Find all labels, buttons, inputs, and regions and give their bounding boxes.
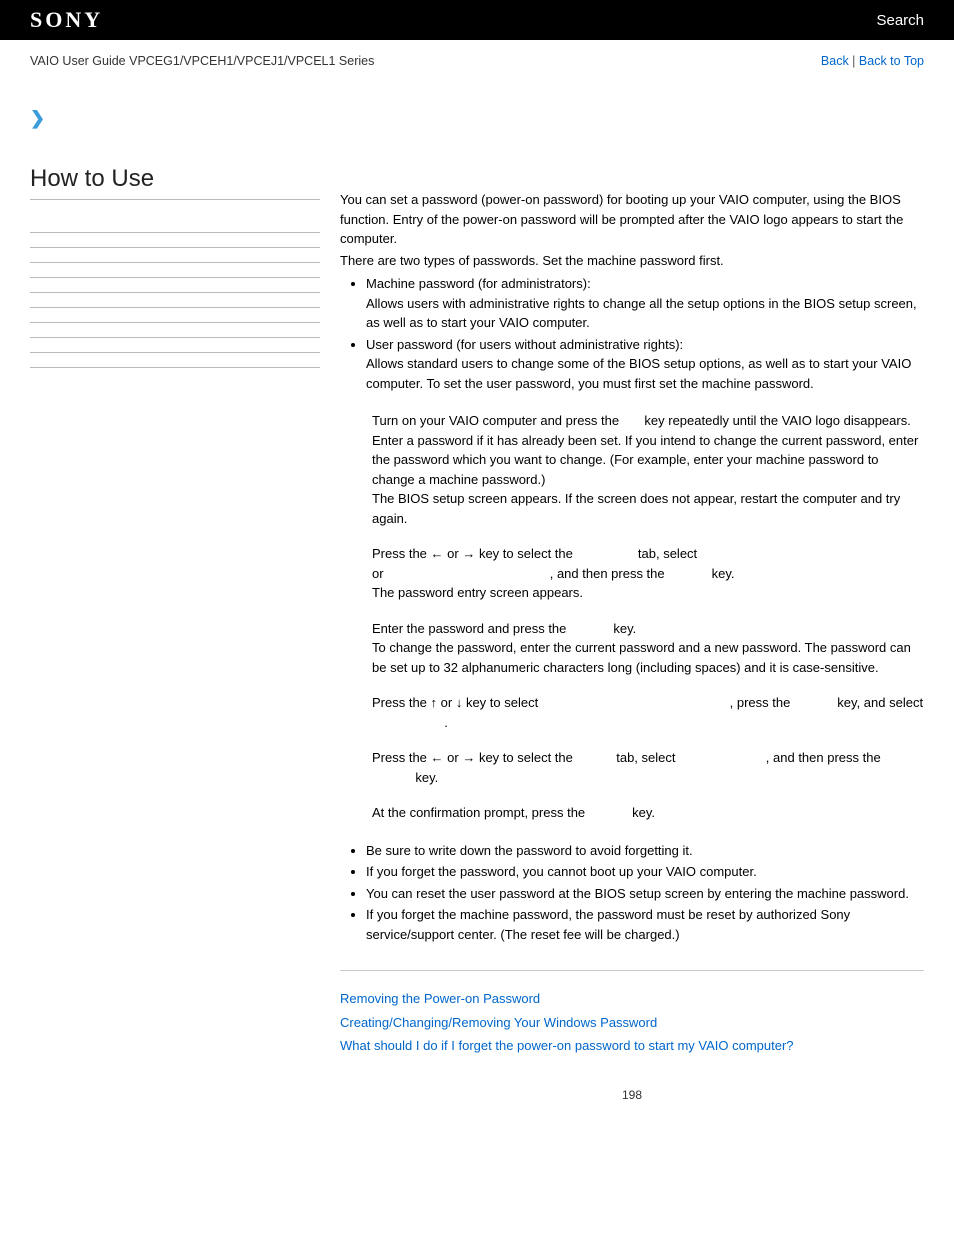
step-item: At the confirmation prompt, press the ke…: [372, 803, 924, 823]
sidebar-separator: [30, 262, 320, 263]
sidebar-separator: [30, 232, 320, 233]
pw-type-title: Machine password (for administrators):: [366, 276, 591, 291]
step-text: .: [444, 715, 448, 730]
related-link[interactable]: Removing the Power-on Password: [340, 989, 924, 1009]
step-text: key.: [629, 805, 656, 820]
list-item: User password (for users without adminis…: [366, 335, 924, 394]
step-text: Press the: [372, 695, 431, 710]
step-text: Enter a password if it has already been …: [372, 433, 918, 487]
step-item: Press the ← or → key to select the tab, …: [372, 748, 924, 787]
list-item: If you forget the password, you cannot b…: [366, 862, 924, 882]
steps-list: Turn on your VAIO computer and press the…: [340, 411, 924, 823]
step-text: or: [437, 695, 456, 710]
step-item: Enter the password and press the key. To…: [372, 619, 924, 678]
arrow-left-icon: ←: [431, 544, 444, 564]
step-text: or: [444, 546, 463, 561]
list-item: Be sure to write down the password to av…: [366, 841, 924, 861]
nav-links: Back | Back to Top: [821, 54, 924, 68]
step-item: Press the ↑ or ↓ key to select , press t…: [372, 693, 924, 732]
step-text: The password entry screen appears.: [372, 585, 583, 600]
step-text: Press the: [372, 750, 431, 765]
sidebar-separator: [30, 352, 320, 353]
chevron-icon: ❯: [30, 108, 45, 129]
step-text: Turn on your VAIO computer and press the: [372, 413, 623, 428]
step-text: , and then press the: [766, 750, 881, 765]
step-text: or: [372, 566, 387, 581]
arrow-left-icon: ←: [431, 748, 444, 768]
list-item: You can reset the user password at the B…: [366, 884, 924, 904]
sub-header: VAIO User Guide VPCEG1/VPCEH1/VPCEJ1/VPC…: [0, 40, 954, 78]
sidebar-separator: [30, 322, 320, 323]
step-text: key.: [412, 770, 439, 785]
sony-logo: SONY: [30, 7, 103, 33]
step-item: Turn on your VAIO computer and press the…: [372, 411, 924, 528]
step-text: key to select the: [475, 750, 576, 765]
sidebar-separator: [30, 337, 320, 338]
sidebar: ❯ How to Use: [30, 108, 340, 1104]
step-text: key repeatedly until the VAIO logo disap…: [641, 413, 911, 428]
nav-separator: |: [849, 54, 859, 68]
top-bar: SONY Search: [0, 0, 954, 40]
step-text: Enter the password and press the: [372, 621, 570, 636]
sidebar-separator: [30, 247, 320, 248]
intro-paragraph: There are two types of passwords. Set th…: [340, 251, 924, 271]
related-links: Removing the Power-on Password Creating/…: [340, 989, 924, 1056]
step-text: , press the: [730, 695, 794, 710]
related-link[interactable]: What should I do if I forget the power-o…: [340, 1036, 924, 1056]
arrow-right-icon: →: [462, 748, 475, 768]
intro-paragraph: You can set a password (power-on passwor…: [340, 190, 924, 249]
sidebar-separator: [30, 367, 320, 368]
page-number: 198: [340, 1086, 924, 1104]
pw-type-body: Allows users with administrative rights …: [366, 296, 917, 331]
step-text: key to select: [462, 695, 541, 710]
step-text: key.: [708, 566, 735, 581]
step-text: At the confirmation prompt, press the: [372, 805, 589, 820]
search-link[interactable]: Search: [876, 12, 924, 29]
breadcrumb: VAIO User Guide VPCEG1/VPCEH1/VPCEJ1/VPC…: [30, 54, 374, 68]
step-text: key, and select: [834, 695, 923, 710]
password-types-list: Machine password (for administrators): A…: [340, 274, 924, 393]
step-text: or: [444, 750, 463, 765]
step-text: key.: [610, 621, 637, 636]
pw-type-title: User password (for users without adminis…: [366, 337, 683, 352]
sidebar-separator: [30, 199, 320, 200]
step-text: , and then press the: [550, 566, 669, 581]
step-text: Press the: [372, 546, 431, 561]
related-link[interactable]: Creating/Changing/Removing Your Windows …: [340, 1013, 924, 1033]
notes-list: Be sure to write down the password to av…: [340, 841, 924, 945]
arrow-right-icon: →: [462, 544, 475, 564]
page-body: ❯ How to Use You can set a password (pow…: [0, 78, 954, 1124]
back-link[interactable]: Back: [821, 54, 849, 68]
list-item: If you forget the machine password, the …: [366, 905, 924, 944]
back-to-top-link[interactable]: Back to Top: [859, 54, 924, 68]
sidebar-separator: [30, 277, 320, 278]
step-text: tab, select: [613, 750, 679, 765]
main-content: You can set a password (power-on passwor…: [340, 108, 924, 1104]
step-text: tab, select: [634, 546, 700, 561]
divider: [340, 970, 924, 971]
step-item: Press the ← or → key to select the tab, …: [372, 544, 924, 603]
step-text: key to select the: [475, 546, 576, 561]
sidebar-title: How to Use: [30, 165, 320, 193]
sidebar-separator: [30, 307, 320, 308]
step-text: To change the password, enter the curren…: [372, 640, 911, 675]
pw-type-body: Allows standard users to change some of …: [366, 356, 911, 391]
sidebar-separator: [30, 292, 320, 293]
step-text: The BIOS setup screen appears. If the sc…: [372, 491, 900, 526]
list-item: Machine password (for administrators): A…: [366, 274, 924, 333]
